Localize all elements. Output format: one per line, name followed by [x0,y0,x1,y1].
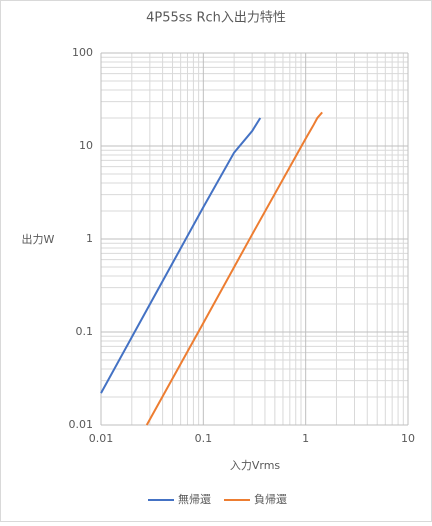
y-axis-label: 出力W [22,232,55,246]
series-line [145,111,323,426]
legend-label: 負帰還 [254,493,287,506]
y-tick-label: 10 [79,139,93,152]
legend-label: 無帰還 [178,492,211,506]
chart-title: 4P55ss Rch入出力特性 [146,11,286,26]
y-tick-label: 1 [86,232,93,245]
x-tick-label: 10 [401,432,415,445]
series-line [100,117,262,394]
y-tick-label: 0.1 [76,325,94,338]
x-axis-label: 入力Vrms [230,459,281,472]
y-tick-label: 100 [72,46,93,59]
x-tick-label: 1 [302,432,309,445]
x-tick-label: 0.01 [89,432,114,445]
y-tick-label: 0.01 [69,418,94,431]
x-tick-label: 0.1 [195,432,213,445]
